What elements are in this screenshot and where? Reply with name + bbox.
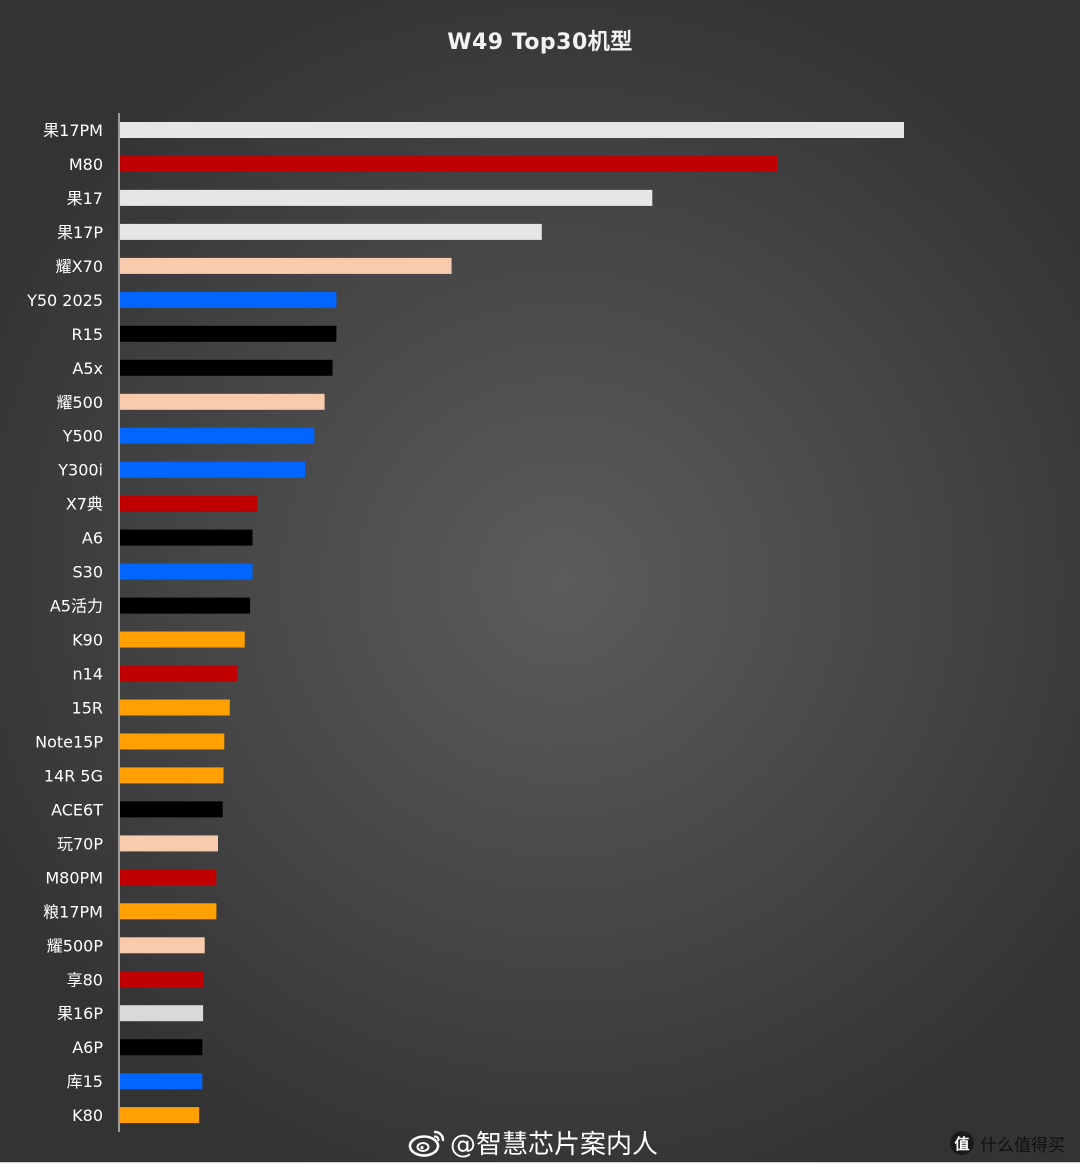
category-label: X7典 [66,495,103,514]
site-badge: 值 什么值得买 [950,1130,1065,1156]
category-label: A5x [72,359,103,378]
bar [120,1107,200,1124]
bar [120,359,333,376]
bar [120,1039,203,1056]
category-label: K90 [72,631,103,650]
category-label: 玩70P [57,834,103,853]
category-label: Y500 [62,427,103,446]
bar [120,291,337,308]
category-label: 果17 [67,189,103,208]
bar [120,869,217,886]
category-label: K80 [72,1106,103,1125]
category-label: A6 [82,529,103,548]
category-label: Note15P [35,733,103,752]
category-label: A6P [72,1038,103,1057]
bar [120,971,204,988]
bar [120,495,258,512]
category-label: Y300i [57,461,103,480]
bar [120,767,224,784]
bar [120,835,218,852]
bar [120,122,904,138]
category-label: 果16P [57,1004,103,1023]
category-label: 耀X70 [56,257,103,276]
bar [120,529,253,546]
bar [120,1073,203,1090]
bar [120,801,223,818]
bar [120,257,452,274]
bar [120,903,217,920]
weibo-icon [408,1130,445,1157]
category-label: M80 [69,155,103,174]
category-label: ACE6T [51,800,103,819]
bar [120,156,777,172]
bar [120,427,315,444]
category-label: 14R 5G [44,766,103,785]
category-label: M80PM [45,868,103,887]
bar [120,393,325,410]
category-label: 耀500P [47,936,104,955]
bar [120,1005,204,1022]
bar [120,631,245,648]
site-badge-text: 什么值得买 [980,1135,1065,1156]
bar [120,563,253,580]
category-label: Y50 2025 [26,291,103,310]
category-label: 库15 [67,1072,103,1091]
category-label: n14 [73,665,104,684]
category-label: A5活力 [50,597,103,616]
bar [120,597,251,614]
watermark-text: @智慧芯片案内人 [450,1129,659,1160]
chart-title: W49 Top30机型 [447,30,633,55]
bar [120,937,205,954]
bar [120,325,337,342]
category-label: 享80 [67,970,103,989]
category-label: R15 [72,325,103,344]
bar [120,461,305,478]
bar [120,223,542,240]
category-label: 耀500 [56,393,103,412]
category-label: 15R [72,699,103,718]
bar [120,189,653,206]
category-label: 粮17PM [43,902,103,921]
weibo-watermark: @智慧芯片案内人 [408,1124,658,1160]
category-label: 果17PM [43,121,103,140]
category-label: S30 [72,563,103,582]
bar [120,733,225,750]
bar [120,665,238,682]
smzdm-logo-icon: 值 [950,1131,974,1155]
category-label: 果17P [57,223,103,242]
bar [120,699,230,716]
